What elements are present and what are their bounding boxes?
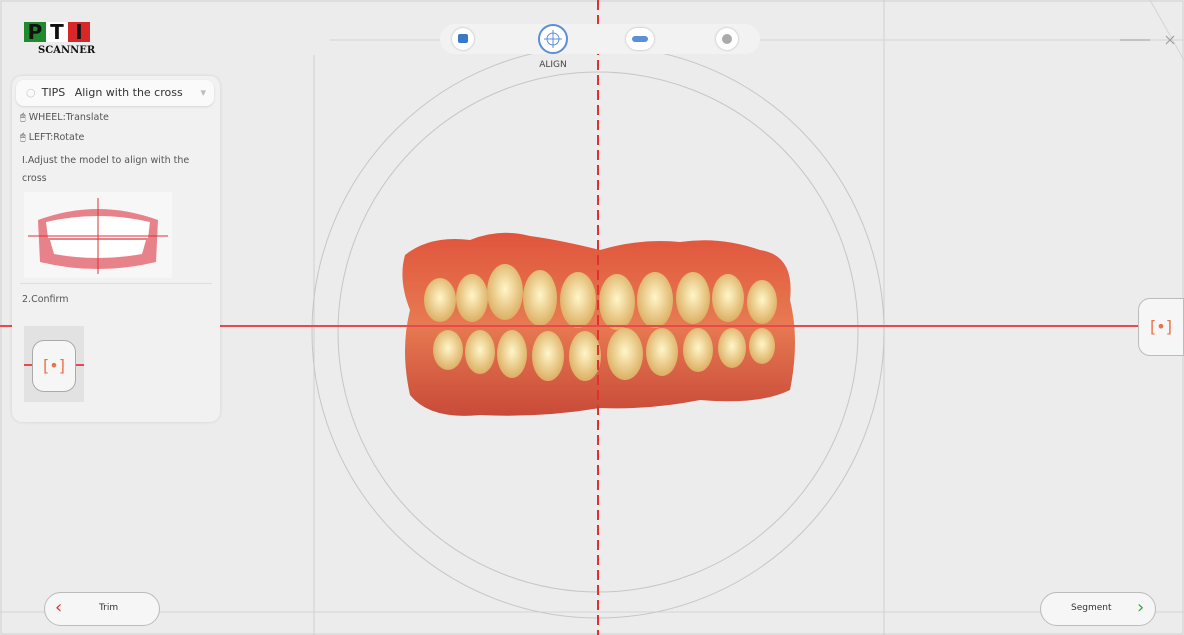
divider [20,283,212,284]
next-button[interactable]: Segment › [1040,592,1156,626]
logo-subtitle: SCANNER [38,45,96,56]
align-icon [544,30,562,48]
export-tool[interactable] [716,28,738,50]
back-label: Trim [99,603,119,613]
logo-letter: T [46,22,68,42]
align-tool[interactable] [538,24,568,54]
next-label: Segment [1071,603,1112,613]
teeth-thumbnail [28,198,168,274]
tips-panel: ○ TIPS Align with the cross ▾ 🖱 WHEEL:Tra… [12,76,220,422]
confirm-button[interactable]: [•] [1138,298,1184,356]
compare-tool[interactable] [626,28,654,50]
upper-teeth [424,264,777,330]
guide-line [1149,0,1184,61]
step-text: 2.Confirm [22,294,69,305]
control-hint: 🖱 WHEEL:Translate [20,112,109,123]
step-image [24,192,172,278]
control-text: LEFT:Rotate [28,132,85,143]
step-text: I.Adjust the model to align with the cro… [22,155,190,184]
confirm-icon: [•] [32,340,76,392]
toolbar-label: ALIGN [539,60,567,70]
scan-tool[interactable] [452,28,474,50]
logo-letter: I [68,22,90,42]
control-hint: 🖱 LEFT:Rotate [20,132,85,143]
control-text: WHEEL:Translate [28,112,109,123]
tips-title: Align with the cross [74,86,183,99]
logo-letter: P [24,22,46,42]
back-button[interactable]: ‹ Trim [44,592,160,626]
confirm-preview: [•] [24,326,84,402]
tips-header[interactable]: ○ TIPS Align with the cross ▾ [16,80,214,106]
close-icon[interactable] [1165,35,1175,45]
toolbar [440,24,760,54]
tips-label: TIPS [41,86,66,99]
lower-teeth [433,328,775,381]
logo: P T I SCANNER [24,22,95,56]
